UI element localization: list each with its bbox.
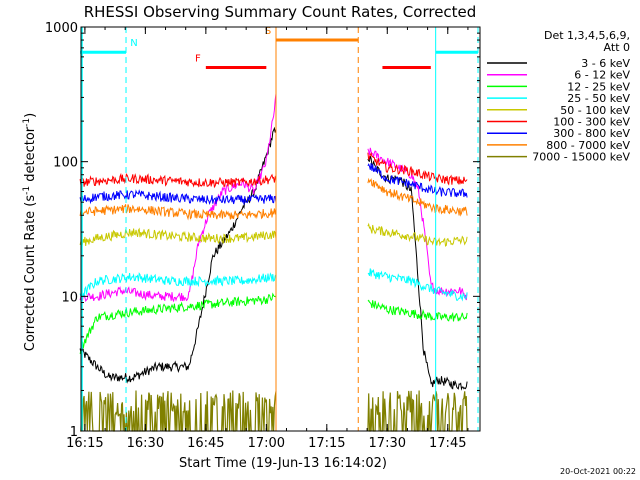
x-tick-label-3: 16:45 (187, 436, 224, 451)
series-line-1-segment-1 (79, 126, 277, 384)
plot-frame (80, 26, 481, 432)
y-tick-label-4: 1000 (45, 21, 78, 36)
legend-label-1: 3 - 6 keV (581, 57, 630, 70)
series-line-4-segment-2 (367, 268, 468, 302)
annotation-label-1: N (130, 38, 137, 49)
legend-header-attenuator: Att 0 (604, 41, 630, 54)
y-tick-label-3: 100 (53, 156, 78, 171)
series-line-7-segment-2 (367, 163, 468, 198)
annotation-label-5: S (265, 26, 271, 37)
legend-header-detectors: Det 1,3,4,5,6,9, (544, 29, 630, 42)
legend-label-4: 25 - 50 keV (567, 92, 630, 105)
series-line-5-segment-2 (367, 222, 468, 247)
series-line-6-segment-1 (79, 172, 277, 189)
y-axis-label-main: Corrected Count Rate (s (23, 195, 38, 352)
y-tick-label-1: 1 (70, 425, 78, 440)
series-line-2-segment-1 (79, 93, 277, 303)
x-tick-label-1: 16:15 (66, 436, 103, 451)
series-line-4-segment-1 (79, 272, 277, 299)
y-tick-label-2: 10 (61, 290, 78, 305)
y-axis-label-end: ) (23, 113, 38, 118)
series-line-3-segment-1 (79, 292, 277, 355)
series-line-8-segment-1 (79, 204, 277, 221)
legend-label-9: 7000 - 15000 keV (532, 151, 630, 164)
legend-label-2: 6 - 12 keV (574, 69, 630, 82)
axes-layer: 16:15 16:30 16:45 17:00 17:15 17:30 17:45 1 10 10… (45, 21, 481, 451)
x-tick-label-7: 17:45 (429, 436, 466, 451)
legend-label-8: 800 - 7000 keV (546, 139, 630, 152)
y-axis-label-sup2: -1 (22, 118, 32, 127)
series-line-2-segment-2 (367, 147, 468, 301)
series-line-8-segment-2 (367, 177, 468, 217)
footer-date: 20-Oct-2021 00:22 (560, 467, 636, 476)
x-tick-label-6: 17:30 (369, 436, 406, 451)
x-tick-label-2: 16:30 (127, 436, 164, 451)
chart-title: RHESSI Observing Summary Count Rates, Co… (84, 3, 477, 21)
legend-label-5: 50 - 100 keV (560, 104, 630, 117)
y-axis-label-sup1: -1 (22, 186, 32, 195)
y-axis-label-mid: detector (23, 126, 38, 186)
x-tick-label-5: 17:15 (308, 436, 345, 451)
legend-label-7: 300 - 800 keV (553, 127, 630, 140)
series-line-9-segment-1 (80, 390, 277, 432)
series-line-6-segment-2 (367, 151, 468, 186)
series-line-7-segment-1 (79, 189, 277, 205)
legend-label-3: 12 - 25 keV (567, 80, 630, 93)
x-tick-label-4: 17:00 (248, 436, 285, 451)
y-axis-label: Corrected Count Rate (s-1 detector-1) (22, 113, 38, 351)
annotation-label-3: F (195, 54, 201, 65)
legend-label-6: 100 - 300 keV (553, 116, 630, 129)
series-line-5-segment-1 (79, 227, 277, 246)
series-line-1-segment-2 (367, 155, 468, 391)
x-axis-label: Start Time (19-Jun-13 16:14:02) (179, 456, 387, 471)
series-line-3-segment-2 (367, 299, 468, 322)
